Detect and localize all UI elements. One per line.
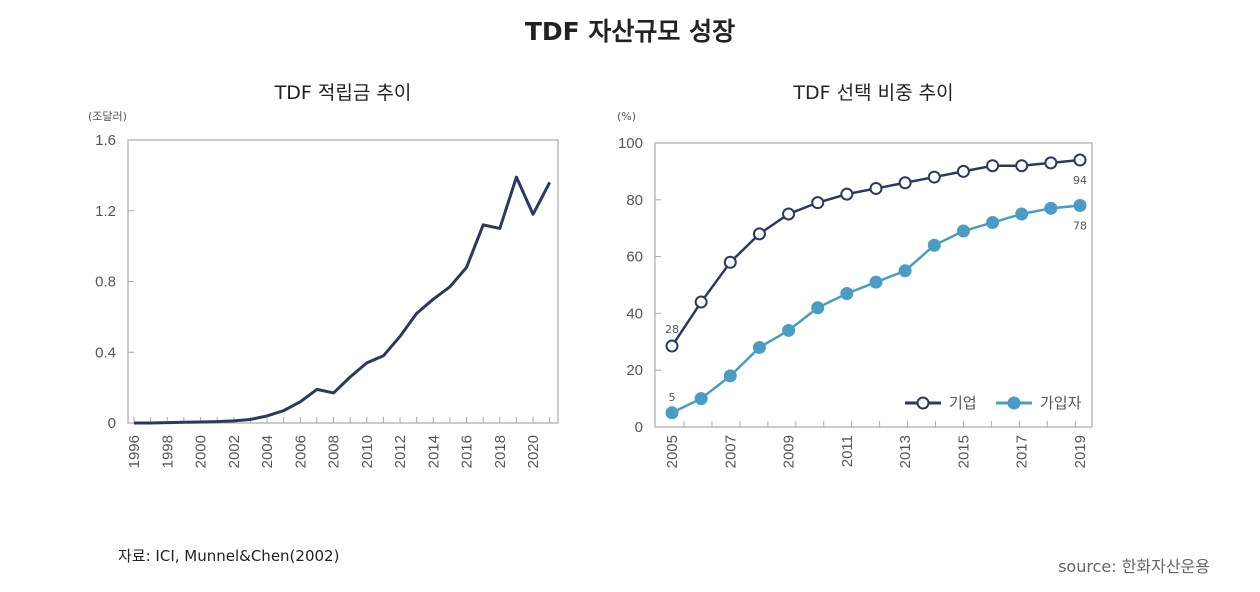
x-tick-label: 2011: [839, 435, 856, 467]
data-point: [956, 224, 970, 238]
data-point: [869, 275, 883, 289]
y-tick-label: 0: [635, 419, 643, 436]
legend-label: 기업: [949, 395, 977, 412]
data-point: [898, 264, 912, 278]
source-text: source: 한화자산운용: [1058, 557, 1210, 576]
x-tick-label: 2000: [193, 435, 210, 468]
x-tick-label: 1996: [126, 435, 143, 468]
data-point: [811, 301, 825, 315]
data-point: [1015, 159, 1029, 173]
y-tick-label: 40: [626, 305, 643, 322]
y-unit-label: (조달러): [88, 110, 127, 123]
x-tick-label: 2010: [359, 435, 376, 468]
data-point: [665, 406, 679, 420]
data-point: [1044, 201, 1058, 215]
data-point: [927, 170, 941, 184]
footnote: 자료: ICI, Munnel&Chen(2002): [118, 547, 340, 565]
y-unit-label: (%): [617, 110, 636, 123]
x-tick-label: 2006: [292, 435, 309, 468]
data-point: [869, 181, 883, 195]
data-point: [840, 187, 854, 201]
x-tick-label: 2014: [425, 435, 442, 468]
x-tick-label: 2004: [259, 435, 276, 468]
y-tick-label: 1.6: [95, 132, 116, 149]
x-tick-label: 2017: [1014, 435, 1031, 468]
left-chart-title: TDF 적립금 추이: [274, 82, 412, 104]
x-tick-label: 2007: [722, 435, 739, 468]
data-label: 78: [1073, 219, 1087, 232]
data-point: [956, 164, 970, 178]
data-point: [986, 159, 1000, 173]
x-tick-label: 2020: [525, 435, 542, 468]
right-chart-title: TDF 선택 비중 추이: [793, 82, 954, 104]
x-tick-label: 1998: [159, 435, 176, 468]
x-tick-label: 2009: [781, 435, 798, 468]
y-tick-label: 0.8: [95, 274, 116, 291]
legend-label: 가입자: [1040, 395, 1082, 412]
data-point: [694, 392, 708, 406]
data-point: [782, 207, 796, 221]
data-point: [665, 339, 679, 353]
data-point: [694, 295, 708, 309]
x-tick-label: 2005: [664, 435, 681, 468]
data-point: [986, 216, 1000, 230]
data-point: [811, 196, 825, 210]
data-point: [752, 227, 766, 241]
x-tick-label: 2018: [492, 435, 509, 468]
plot-frame: [654, 142, 1093, 428]
data-point: [1073, 198, 1087, 212]
y-tick-label: 0.4: [95, 344, 116, 361]
plot-frame: [127, 139, 559, 424]
y-tick-label: 0: [108, 415, 116, 432]
y-tick-label: 20: [626, 362, 643, 379]
page-title: TDF 자산규모 성장: [524, 17, 736, 46]
y-tick-label: 100: [618, 135, 643, 152]
data-label: 5: [669, 391, 676, 404]
data-label: 94: [1073, 174, 1087, 187]
legend-marker: [916, 396, 930, 410]
x-tick-label: 2008: [326, 435, 343, 468]
x-tick-label: 2012: [392, 435, 409, 468]
x-tick-label: 2013: [897, 435, 914, 468]
data-point: [723, 255, 737, 269]
data-point: [927, 238, 941, 252]
y-tick-label: 1.2: [95, 203, 116, 220]
legend-marker: [1007, 396, 1021, 410]
data-point: [1044, 156, 1058, 170]
data-point: [840, 287, 854, 301]
x-tick-label: 2015: [955, 435, 972, 468]
data-point: [1015, 207, 1029, 221]
data-point: [1073, 153, 1087, 167]
data-point: [752, 340, 766, 354]
data-point: [723, 369, 737, 383]
y-tick-label: 80: [626, 192, 643, 209]
series-line: [134, 175, 552, 425]
x-tick-label: 2002: [226, 435, 243, 468]
data-point: [898, 176, 912, 190]
series-line-1: [671, 204, 1081, 414]
x-tick-label: 2019: [1072, 435, 1089, 468]
y-tick-label: 60: [626, 249, 643, 266]
x-tick-label: 2016: [459, 435, 476, 468]
data-label: 28: [665, 323, 679, 336]
data-point: [782, 323, 796, 337]
